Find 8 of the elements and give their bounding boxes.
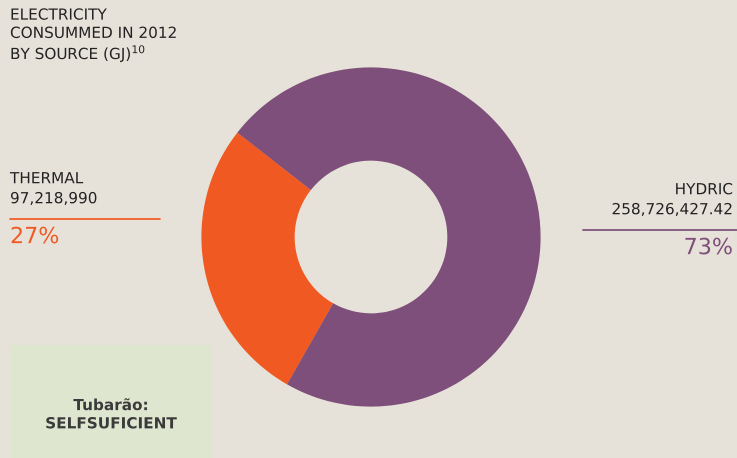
text: Tubarão: SELFSUFICIENT bbox=[46, 398, 177, 429]
text: 73% bbox=[685, 238, 732, 254]
slice-label: THERMAL bbox=[10, 172, 84, 184]
text: 27% bbox=[12, 226, 58, 244]
chart-title: ELECTRICITY CONSUMMED IN 2012 BY SOURCE (GJ)$^{10}$ bbox=[10, 8, 176, 62]
data-label: 97,218,990 bbox=[10, 192, 96, 205]
slice-label: HYDRIC bbox=[676, 182, 732, 194]
data-label: 258,726,427.42 bbox=[612, 202, 732, 216]
